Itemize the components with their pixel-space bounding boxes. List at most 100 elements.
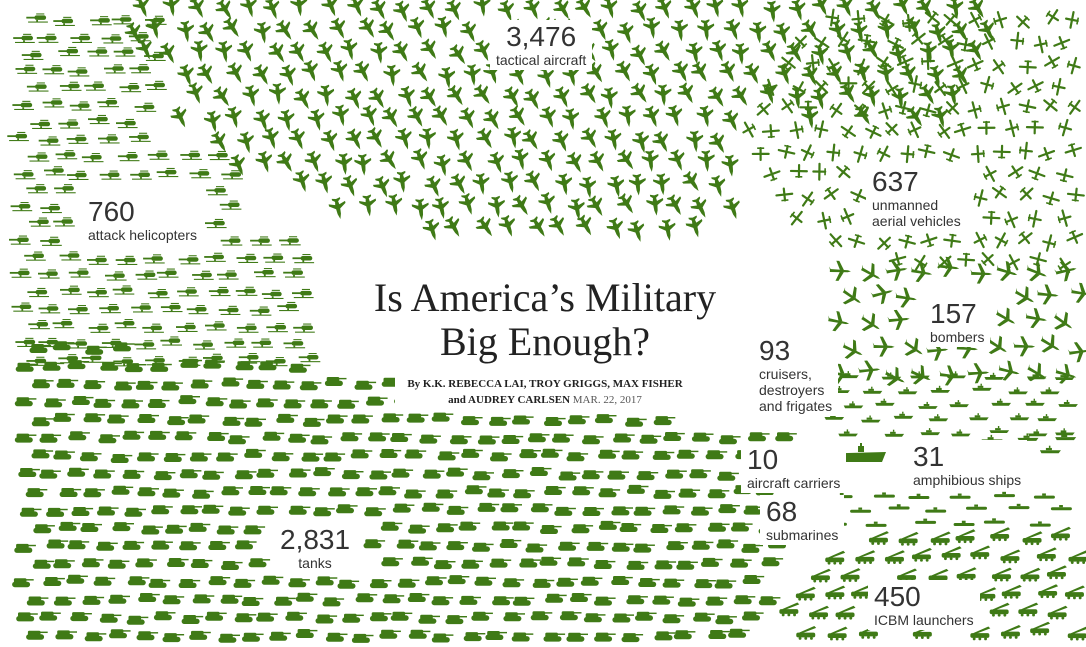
fighter-jet-icon xyxy=(782,39,809,67)
tank-icon xyxy=(513,489,535,499)
missile-launcher-icon xyxy=(795,586,816,601)
drone-icon xyxy=(987,55,1010,79)
tank-icon xyxy=(181,615,204,624)
drone-icon xyxy=(1015,182,1039,206)
tank-icon xyxy=(382,594,405,604)
helicopter-icon xyxy=(112,285,135,295)
tank-icon xyxy=(572,486,594,496)
tank-icon xyxy=(474,576,496,586)
warship-icon xyxy=(893,411,914,419)
missile-launcher-icon xyxy=(1068,550,1086,564)
fighter-jet-icon xyxy=(241,83,263,109)
tank-icon xyxy=(110,454,133,463)
tank-icon xyxy=(313,507,335,517)
tank-icon xyxy=(202,470,224,480)
fighter-jet-icon xyxy=(487,195,507,219)
tank-icon xyxy=(566,632,588,642)
fighter-jet-icon xyxy=(369,41,390,65)
fighter-jet-icon xyxy=(577,80,603,108)
fighter-jet-icon xyxy=(418,127,438,151)
drone-icon xyxy=(849,99,873,122)
helicopter-icon xyxy=(218,305,241,315)
fighter-jet-icon xyxy=(327,15,352,43)
fighter-jet-icon xyxy=(800,106,821,130)
helicopter-icon xyxy=(160,302,183,313)
tank-icon xyxy=(190,379,213,389)
fighter-jet-icon xyxy=(600,37,623,63)
count-amphibious-ships: 31 xyxy=(913,441,945,472)
tank-icon xyxy=(67,360,90,370)
tank-icon xyxy=(527,433,550,443)
tank-icon xyxy=(662,578,685,588)
submarine-icon xyxy=(865,521,887,527)
tank-icon xyxy=(407,593,430,602)
tank-icon xyxy=(694,579,716,589)
submarine-icon xyxy=(888,504,910,510)
tank-icon xyxy=(619,523,642,532)
fighter-jet-icon xyxy=(338,173,363,200)
missile-launcher-icon xyxy=(930,531,951,546)
tank-icon xyxy=(368,432,390,442)
drone-icon xyxy=(942,232,962,249)
tank-icon xyxy=(502,578,525,588)
drone-icon xyxy=(1003,117,1021,139)
tank-icon xyxy=(174,431,197,441)
fighter-jet-icon xyxy=(261,0,285,23)
tank-icon xyxy=(621,450,644,460)
tank-icon xyxy=(26,596,49,606)
fighter-jet-icon xyxy=(299,58,323,85)
fighter-jet-icon xyxy=(189,39,210,64)
tank-icon xyxy=(556,577,578,587)
tank-icon xyxy=(15,362,38,372)
fighter-jet-icon xyxy=(537,148,560,174)
tank-icon xyxy=(205,397,228,407)
helicopter-icon xyxy=(249,306,272,316)
fighter-jet-icon xyxy=(730,0,752,20)
helicopter-icon xyxy=(70,33,92,43)
helicopter-icon xyxy=(220,236,243,246)
fighter-jet-icon xyxy=(663,192,689,220)
tank-icon xyxy=(529,467,552,476)
tank-icon xyxy=(98,434,120,444)
fighter-jet-icon xyxy=(563,149,589,177)
helicopter-icon xyxy=(67,67,90,77)
tank-icon xyxy=(261,575,284,585)
drone-icon xyxy=(970,144,986,164)
fighter-jet-icon xyxy=(707,173,730,200)
tank-icon xyxy=(190,559,213,568)
helicopter-icon xyxy=(292,288,314,299)
drone-icon xyxy=(789,163,809,179)
helicopter-icon xyxy=(55,150,78,160)
tank-icon xyxy=(422,469,445,479)
fighter-jet-icon xyxy=(376,146,403,175)
fighter-jet-icon xyxy=(168,104,193,131)
helicopter-icon xyxy=(283,339,306,349)
warship-icon xyxy=(843,401,864,409)
tank-icon xyxy=(208,541,230,550)
tank-icon xyxy=(693,612,715,622)
fighter-jet-icon xyxy=(546,212,572,240)
tank-icon xyxy=(567,415,590,425)
tank-icon xyxy=(83,488,105,498)
fighter-jet-icon xyxy=(653,0,677,22)
warship-icon xyxy=(1037,414,1057,422)
tank-icon xyxy=(39,469,61,479)
fighter-jet-icon xyxy=(696,18,716,42)
tank-icon xyxy=(302,417,325,427)
tank-icon xyxy=(233,578,256,588)
fighter-jet-icon xyxy=(496,213,520,240)
missile-launcher-icon xyxy=(840,568,861,582)
missile-launcher-icon xyxy=(868,531,889,545)
fighter-jet-icon xyxy=(716,58,742,86)
tank-icon xyxy=(363,539,386,549)
tank-icon xyxy=(52,341,75,351)
helicopter-icon xyxy=(129,64,151,74)
tank-icon xyxy=(180,358,202,368)
drone-icon xyxy=(965,99,984,121)
missile-launcher-icon xyxy=(1038,584,1059,599)
fighter-jet-icon xyxy=(651,38,677,66)
tank-icon xyxy=(607,470,629,480)
tank-icon xyxy=(775,432,797,442)
fighter-jet-icon xyxy=(675,80,701,108)
byline-date: MAR. 22, 2017 xyxy=(572,394,642,406)
